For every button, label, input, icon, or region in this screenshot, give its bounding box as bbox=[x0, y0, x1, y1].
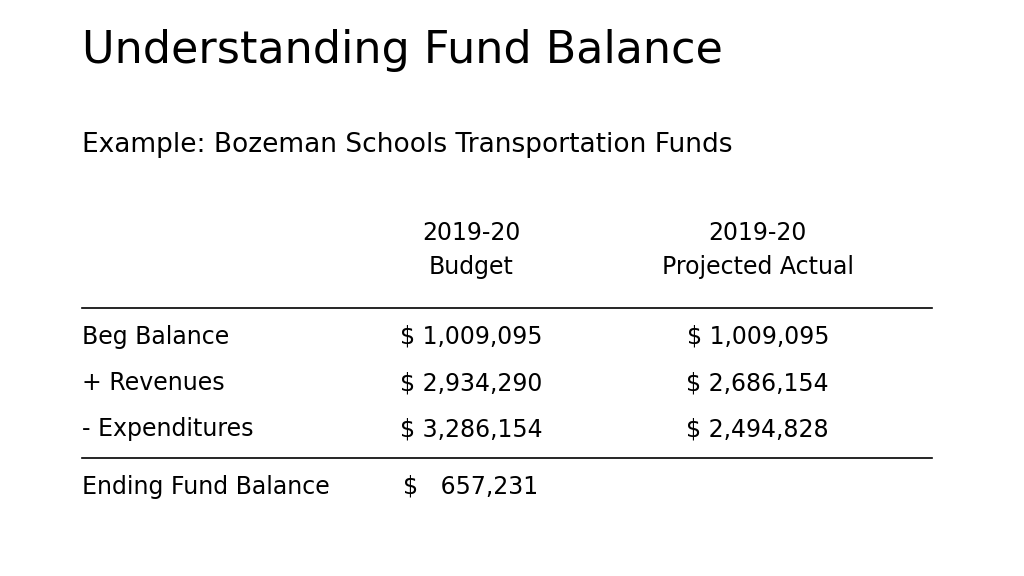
Text: Understanding Fund Balance: Understanding Fund Balance bbox=[82, 29, 723, 72]
Text: $ 2,494,828: $ 2,494,828 bbox=[686, 417, 829, 441]
Text: $ 2,934,290: $ 2,934,290 bbox=[399, 371, 543, 395]
Text: $   657,231: $ 657,231 bbox=[403, 475, 539, 499]
Text: Budget: Budget bbox=[429, 255, 513, 279]
Text: $ 1,009,095: $ 1,009,095 bbox=[686, 325, 829, 349]
Text: Ending Fund Balance: Ending Fund Balance bbox=[82, 475, 330, 499]
Text: Beg Balance: Beg Balance bbox=[82, 325, 229, 349]
Text: 2019-20: 2019-20 bbox=[709, 221, 807, 245]
Text: $ 1,009,095: $ 1,009,095 bbox=[399, 325, 543, 349]
Text: $ 3,286,154: $ 3,286,154 bbox=[399, 417, 543, 441]
Text: $ 2,686,154: $ 2,686,154 bbox=[686, 371, 829, 395]
Text: Example: Bozeman Schools Transportation Funds: Example: Bozeman Schools Transportation … bbox=[82, 132, 732, 158]
Text: - Expenditures: - Expenditures bbox=[82, 417, 253, 441]
Text: + Revenues: + Revenues bbox=[82, 371, 224, 395]
Text: 2019-20: 2019-20 bbox=[422, 221, 520, 245]
Text: Projected Actual: Projected Actual bbox=[662, 255, 854, 279]
